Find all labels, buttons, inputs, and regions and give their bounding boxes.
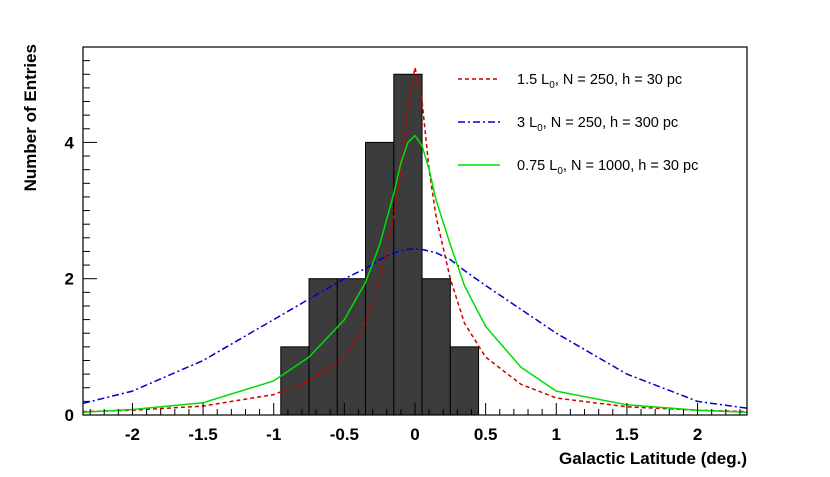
x-axis-label: Galactic Latitude (deg.)	[559, 449, 747, 468]
histogram-bars	[280, 73, 480, 416]
tick-labels: -2 -1.5 -1 -0.5 0 0.5 1 1.5 2 0 2 4	[65, 133, 703, 444]
histogram-bar	[308, 278, 338, 416]
x-tick-label: -0.5	[330, 425, 359, 444]
x-tick-label: -1	[266, 425, 281, 444]
y-tick-label: 4	[65, 133, 75, 152]
legend-label-3: 0.75 L0, N = 1000, h = 30 pc	[517, 158, 698, 177]
series-curve-3	[82, 134, 748, 414]
x-tick-label: 0	[410, 425, 419, 444]
x-tick-label: -1.5	[188, 425, 217, 444]
y-tick-label: 0	[65, 406, 74, 425]
x-tick-label: -2	[125, 425, 140, 444]
x-tick-label: 1	[552, 425, 561, 444]
histogram-bar	[393, 73, 423, 416]
histogram-bar	[280, 346, 310, 416]
legend-label-2: 3 L0, N = 250, h = 300 pc	[517, 115, 678, 134]
series-curve-1	[82, 66, 748, 413]
x-tick-label: 1.5	[615, 425, 639, 444]
model-curves	[82, 66, 748, 414]
histogram-bar	[421, 278, 451, 416]
axis-ticks	[83, 60, 741, 416]
y-axis-label: Number of Entries	[21, 44, 40, 191]
x-tick-label: 0.5	[474, 425, 498, 444]
histogram-bar	[336, 278, 367, 416]
legend: 1.5 L0, N = 250, h = 30 pc 3 L0, N = 250,…	[458, 72, 698, 177]
y-tick-label: 2	[65, 270, 74, 289]
histogram-bar	[449, 346, 480, 416]
series-curve-2	[82, 247, 748, 409]
legend-label-1: 1.5 L0, N = 250, h = 30 pc	[517, 72, 682, 91]
x-tick-label: 2	[693, 425, 702, 444]
